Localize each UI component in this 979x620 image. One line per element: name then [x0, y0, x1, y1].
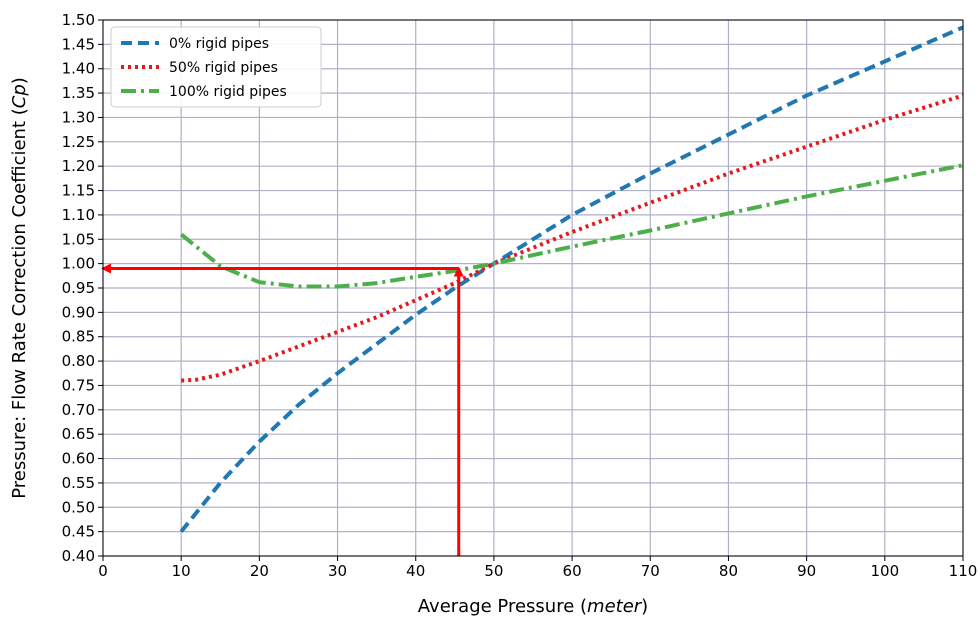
x-tick-label: 90 [797, 562, 816, 580]
y-tick-label: 0.80 [62, 352, 95, 370]
x-tick-label: 80 [719, 562, 738, 580]
x-tick-label: 100 [870, 562, 899, 580]
x-tick-label: 50 [484, 562, 503, 580]
x-axis-label: Average Pressure (meter) [418, 596, 648, 617]
x-tick-label: 60 [563, 562, 582, 580]
x-tick-label: 0 [98, 562, 108, 580]
annotation-arrows [101, 263, 464, 556]
y-tick-label: 0.50 [62, 498, 95, 516]
y-tick-label: 1.30 [62, 108, 95, 126]
axis-ticks: 0 10 20 30 40 50 60 70 80 90 100 110 0.40 0.45 0.50 0.5… [62, 11, 978, 580]
y-tick-label: 0.45 [62, 523, 95, 541]
y-axis-label: Pressure: Flow Rate Correction Coefficie… [9, 77, 30, 499]
x-tick-label: 20 [250, 562, 269, 580]
y-tick-label: 0.75 [62, 376, 95, 394]
x-tick-label: 10 [172, 562, 191, 580]
y-tick-label: 1.25 [62, 133, 95, 151]
x-tick-label: 110 [949, 562, 978, 580]
y-tick-label: 1.50 [62, 11, 95, 29]
y-tick-label: 0.55 [62, 474, 95, 492]
y-tick-label: 1.10 [62, 206, 95, 224]
y-tick-label: 0.60 [62, 450, 95, 468]
legend-label: 0% rigid pipes [169, 36, 269, 52]
legend-box [110, 26, 322, 108]
series-line [179, 25, 964, 533]
x-tick-label: 40 [406, 562, 425, 580]
y-tick-label: 0.40 [62, 547, 95, 565]
y-tick-label: 0.95 [62, 279, 95, 297]
x-tick-label: 30 [328, 562, 347, 580]
y-tick-label: 0.90 [62, 303, 95, 321]
legend-label: 100% rigid pipes [169, 84, 287, 100]
y-tick-label: 1.15 [62, 182, 95, 200]
y-tick-label: 1.05 [62, 230, 95, 248]
y-tick-label: 0.85 [62, 328, 95, 346]
legend-label: 50% rigid pipes [169, 60, 278, 76]
y-tick-label: 1.20 [62, 157, 95, 175]
y-tick-label: 0.65 [62, 425, 95, 443]
y-tick-label: 0.70 [62, 401, 95, 419]
legend: 0% rigid pipes 50% rigid pipes 100% rigid … [110, 26, 322, 108]
y-tick-label: 1.35 [62, 84, 95, 102]
y-tick-label: 1.45 [62, 35, 95, 53]
y-tick-label: 1.40 [62, 60, 95, 78]
y-tick-label: 1.00 [62, 255, 95, 273]
x-tick-label: 70 [641, 562, 660, 580]
